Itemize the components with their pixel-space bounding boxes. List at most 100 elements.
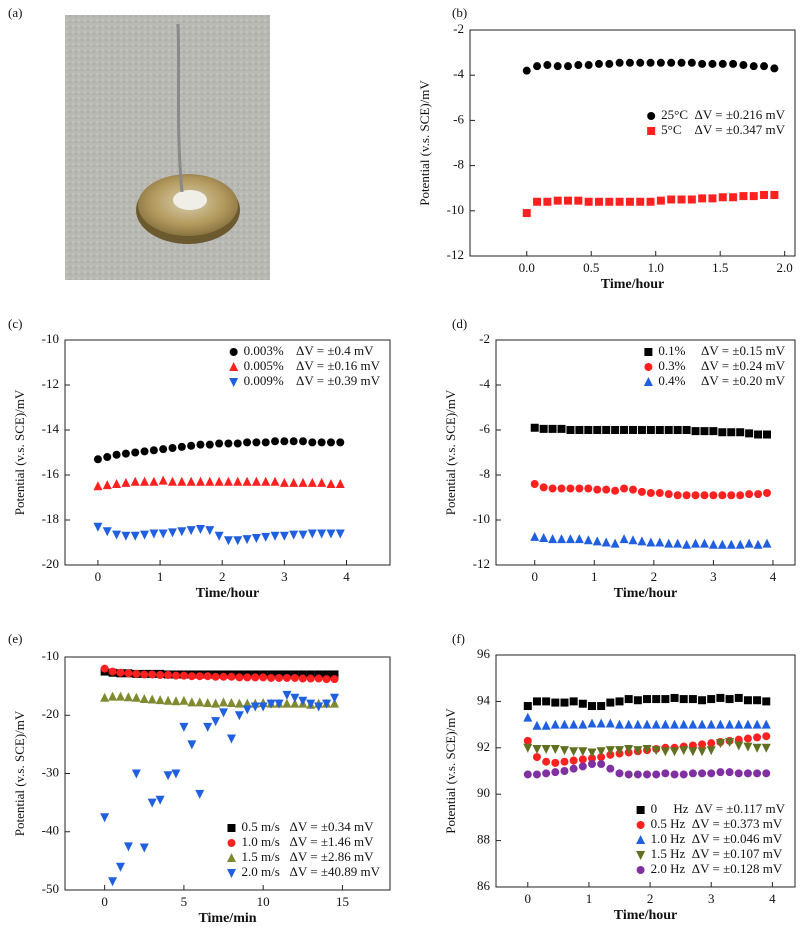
chart-panel: (f) 86 88 90 92 94 96 0 1 2 3 4 Time/hour Potential (… bbox=[443, 631, 796, 923]
data-point bbox=[660, 719, 670, 729]
data-point bbox=[698, 194, 707, 203]
data-point bbox=[592, 536, 602, 546]
data-point bbox=[258, 702, 268, 712]
data-point bbox=[578, 719, 588, 729]
data-point bbox=[543, 197, 552, 206]
data-point bbox=[559, 719, 569, 729]
data-point bbox=[743, 769, 752, 778]
data-point bbox=[289, 437, 298, 446]
panel-label: (f) bbox=[452, 631, 465, 646]
data-point bbox=[115, 862, 125, 872]
data-point bbox=[762, 769, 771, 778]
data-point bbox=[749, 192, 758, 201]
y-tick-label: -18 bbox=[42, 511, 59, 526]
data-point bbox=[602, 426, 611, 434]
data-point bbox=[753, 539, 763, 549]
wire bbox=[176, 23, 184, 193]
legend-marker bbox=[226, 869, 236, 878]
legend: 0.5 m/s ΔV = ±0.34 mV1.0 m/s ΔV = ±1.46 … bbox=[226, 819, 381, 879]
data-point bbox=[708, 59, 717, 68]
data-point bbox=[171, 671, 180, 680]
data-point bbox=[168, 528, 178, 538]
data-point bbox=[541, 744, 551, 754]
data-point bbox=[584, 197, 593, 206]
data-point bbox=[115, 691, 125, 701]
data-point bbox=[235, 673, 244, 682]
data-point bbox=[124, 669, 133, 678]
data-point bbox=[727, 491, 736, 500]
data-point bbox=[542, 757, 551, 766]
x-tick-label: 5 bbox=[181, 894, 188, 909]
data-point bbox=[550, 719, 560, 729]
data-point bbox=[637, 426, 646, 434]
y-tick-label: -10 bbox=[42, 331, 59, 346]
data-point bbox=[744, 538, 754, 548]
data-point bbox=[314, 702, 324, 712]
data-point bbox=[578, 699, 587, 708]
data-point bbox=[242, 535, 252, 545]
data-point bbox=[569, 697, 578, 706]
legend: 0 Hz ΔV = ±0.117 mV0.5 Hz ΔV = ±0.373 mV… bbox=[636, 801, 786, 876]
data-point bbox=[226, 734, 236, 744]
data-point bbox=[533, 197, 542, 206]
data-point bbox=[259, 673, 268, 682]
legend-label: 0.3% ΔV = ±0.24 mV bbox=[658, 358, 785, 373]
data-point bbox=[624, 695, 633, 704]
data-point bbox=[308, 438, 317, 447]
data-point bbox=[584, 61, 593, 70]
data-point bbox=[656, 58, 665, 67]
x-tick-label: 15 bbox=[336, 894, 349, 909]
data-point bbox=[298, 477, 308, 487]
data-point bbox=[211, 672, 220, 681]
data-point bbox=[708, 194, 717, 203]
data-point bbox=[578, 747, 588, 757]
legend-label: 2.0 Hz ΔV = ±0.128 mV bbox=[651, 861, 783, 876]
data-point bbox=[112, 450, 121, 459]
legend-label: 0.005% ΔV = ±0.16 mV bbox=[244, 358, 381, 373]
y-tick-label: -10 bbox=[447, 202, 464, 217]
data-point bbox=[542, 769, 551, 778]
legend-label: 25°C ΔV = ±0.216 mV bbox=[661, 107, 785, 122]
y-tick-label: -8 bbox=[479, 466, 490, 481]
legend-label: 0.5 Hz ΔV = ±0.373 mV bbox=[651, 816, 783, 831]
data-point bbox=[171, 769, 181, 779]
data-point bbox=[274, 699, 284, 709]
data-point bbox=[179, 722, 189, 732]
data-point bbox=[569, 764, 578, 773]
data-point bbox=[718, 59, 727, 68]
data-point bbox=[171, 696, 181, 706]
panel-label: (a) bbox=[8, 5, 22, 20]
data-point bbox=[219, 672, 228, 681]
data-point bbox=[203, 722, 213, 732]
x-axis-title: Time/min bbox=[198, 911, 256, 926]
data-point bbox=[726, 539, 736, 549]
x-tick-label: 4 bbox=[770, 569, 777, 584]
data-point bbox=[564, 62, 573, 71]
x-tick-label: 1 bbox=[586, 891, 593, 906]
plot-frame bbox=[495, 339, 796, 566]
data-point bbox=[656, 196, 665, 205]
y-tick-label: -2 bbox=[479, 331, 490, 346]
data-point bbox=[578, 762, 587, 771]
data-point bbox=[140, 530, 150, 540]
data-point bbox=[314, 670, 323, 679]
data-point bbox=[679, 695, 688, 704]
data-point bbox=[307, 529, 317, 539]
data-point bbox=[698, 769, 707, 778]
data-point bbox=[679, 770, 688, 779]
legend-label: 0.4% ΔV = ±0.20 mV bbox=[658, 373, 785, 388]
y-tick-label: -50 bbox=[42, 881, 59, 896]
data-point bbox=[761, 743, 771, 753]
data-point bbox=[336, 438, 345, 447]
data-point bbox=[707, 695, 716, 704]
data-point bbox=[261, 438, 270, 447]
data-point bbox=[597, 760, 606, 769]
data-point bbox=[697, 747, 707, 757]
data-point bbox=[667, 195, 676, 204]
data-point bbox=[763, 430, 772, 439]
legend-label: 0.5 m/s ΔV = ±0.34 mV bbox=[241, 819, 374, 834]
data-point bbox=[596, 718, 606, 728]
data-point bbox=[628, 485, 637, 494]
data-point bbox=[718, 428, 727, 437]
data-point bbox=[108, 877, 118, 887]
